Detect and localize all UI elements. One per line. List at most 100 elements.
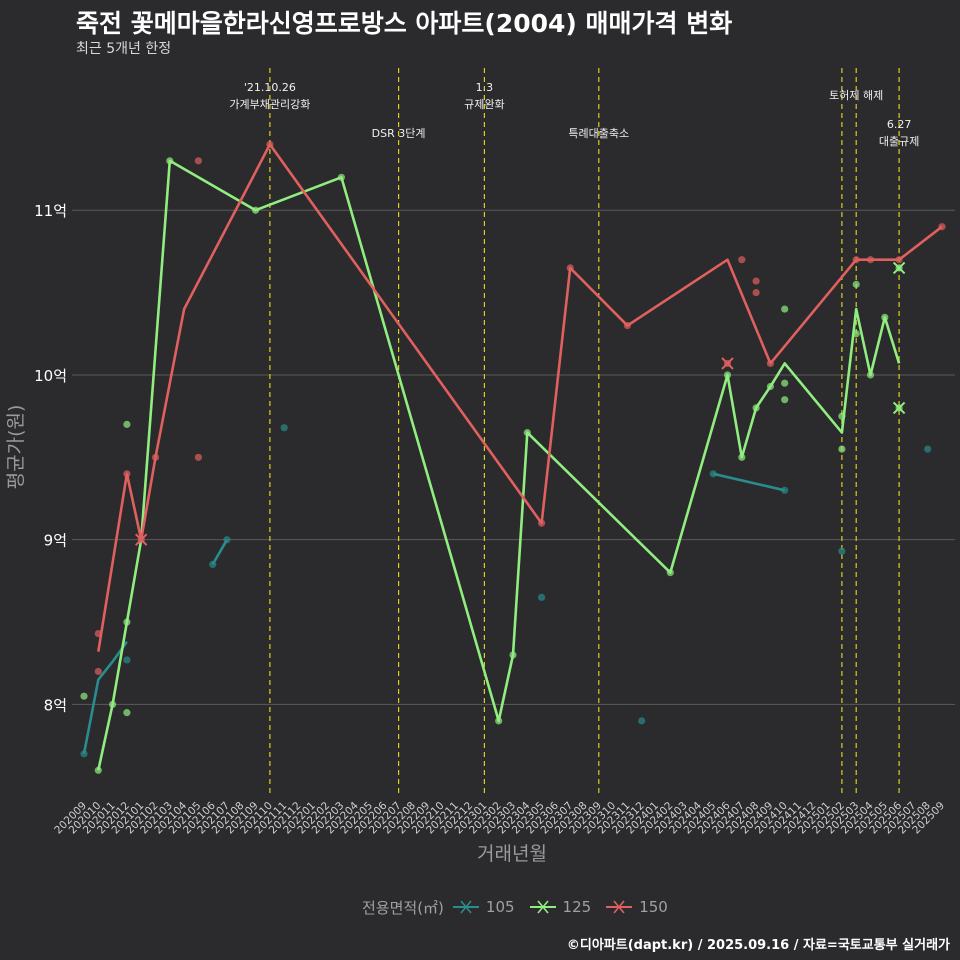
series-line-105 [82,641,128,755]
legend-key-cross [613,900,625,914]
data-point-105 [123,656,131,664]
legend-key-125 [529,900,556,914]
event-label: 가계부채관리강화 [229,98,310,111]
legend-title: 전용면적(㎡) [362,898,444,917]
data-point-125 [252,206,260,214]
data-point-150 [194,157,202,165]
data-point-105 [924,445,932,453]
data-point-125 [166,157,174,165]
data-point-125 [738,453,746,461]
data-point-125 [94,766,102,774]
data-point-125 [723,371,732,379]
data-point-150 [94,667,102,676]
data-point-105 [838,547,846,555]
series-line-150 [97,143,943,652]
data-point-125 [109,700,117,709]
data-point-150 [123,470,131,478]
data-point-125 [852,280,860,288]
data-point-105 [280,424,288,432]
data-point-150 [623,321,632,330]
data-point-125 [337,173,345,181]
point-layer [80,140,946,774]
data-point-125 [123,618,131,626]
cancelled-marker-150 [134,533,148,546]
data-point-150 [94,629,102,638]
data-point-125 [781,305,789,313]
data-point-105 [638,717,646,725]
legend-item-150: 150 [605,897,668,917]
event-label: 1.3 [476,81,494,94]
series-line-125 [97,159,901,771]
chart-title: 죽전 꽃메마을한라신영프로방스 아파트(2004) 매매가격 변화 [76,9,733,38]
data-point-150 [895,256,903,264]
data-point-150 [566,264,574,272]
data-point-125 [781,396,789,404]
legend-label-150: 150 [639,898,668,916]
event-label: '21.10.26 [244,81,296,94]
legend: 전용면적(㎡) 105 125 150 [362,896,682,918]
legend-item-105: 105 [452,897,515,917]
data-point-125 [852,330,860,338]
event-label: DSR 3단계 [372,127,426,140]
data-point-125 [838,445,846,453]
event-label: 토허제 해제 [829,88,883,102]
data-point-150 [538,519,546,527]
grid-layer [72,209,955,705]
data-point-150 [766,359,775,368]
data-point-150 [866,256,875,264]
data-point-150 [752,289,760,297]
data-point-105 [781,486,789,494]
data-point-125 [881,313,889,321]
data-point-105 [209,560,217,568]
line-layer [82,143,943,771]
cancelled-marker-150 [721,357,734,370]
y-tick-label: 8억 [44,696,67,714]
data-point-105 [80,750,88,758]
legend-key-cross [460,900,472,914]
event-label: 규제완화 [464,98,504,111]
y-tick-label: 10억 [34,367,67,385]
data-point-125 [838,412,846,420]
data-point-125 [766,382,775,391]
cancelled-marker-125 [892,261,906,275]
y-axis-title: 평균가(원) [5,405,27,490]
legend-item-125: 125 [529,897,592,917]
data-point-105 [223,536,231,544]
legend-label-125: 125 [562,898,592,916]
y-tick-label: 11억 [34,202,67,220]
data-point-125 [123,420,131,428]
data-point-150 [151,453,160,461]
data-point-105 [709,470,717,478]
legend-key-105 [452,900,479,914]
legend-label-105: 105 [485,898,515,916]
data-point-125 [752,404,760,412]
series-line-105 [211,539,229,566]
y-tick-label: 9억 [44,532,67,550]
data-point-125 [495,717,503,725]
data-point-125 [80,692,88,700]
event-label: 6.27 [887,118,912,131]
legend-key-cross [536,900,549,914]
legend-key-150 [606,900,633,914]
source-caption: ©디아파트(dapt.kr) / 2025.09.16 / 자료=국토교통부 실… [566,938,950,953]
data-point-150 [852,256,860,264]
axis-layer: 8억9억10억11억202009202010202011202012202101… [34,202,947,836]
event-label: 특례대출축소 [568,127,629,140]
series-line-105 [712,472,785,492]
chart-subtitle: 최근 5개년 한정 [76,41,172,57]
data-point-150 [938,223,946,231]
data-point-125 [509,651,517,659]
event-label: 대출규제 [879,135,919,148]
data-point-150 [738,256,746,264]
data-point-125 [523,429,531,437]
data-point-125 [666,569,674,577]
x-axis-title: 거래년월 [477,843,547,865]
data-point-150 [194,453,202,461]
data-point-125 [781,379,789,387]
cancelled-marker-125 [892,401,906,415]
data-point-150 [266,140,274,148]
data-point-125 [866,371,875,379]
data-point-105 [538,593,546,601]
